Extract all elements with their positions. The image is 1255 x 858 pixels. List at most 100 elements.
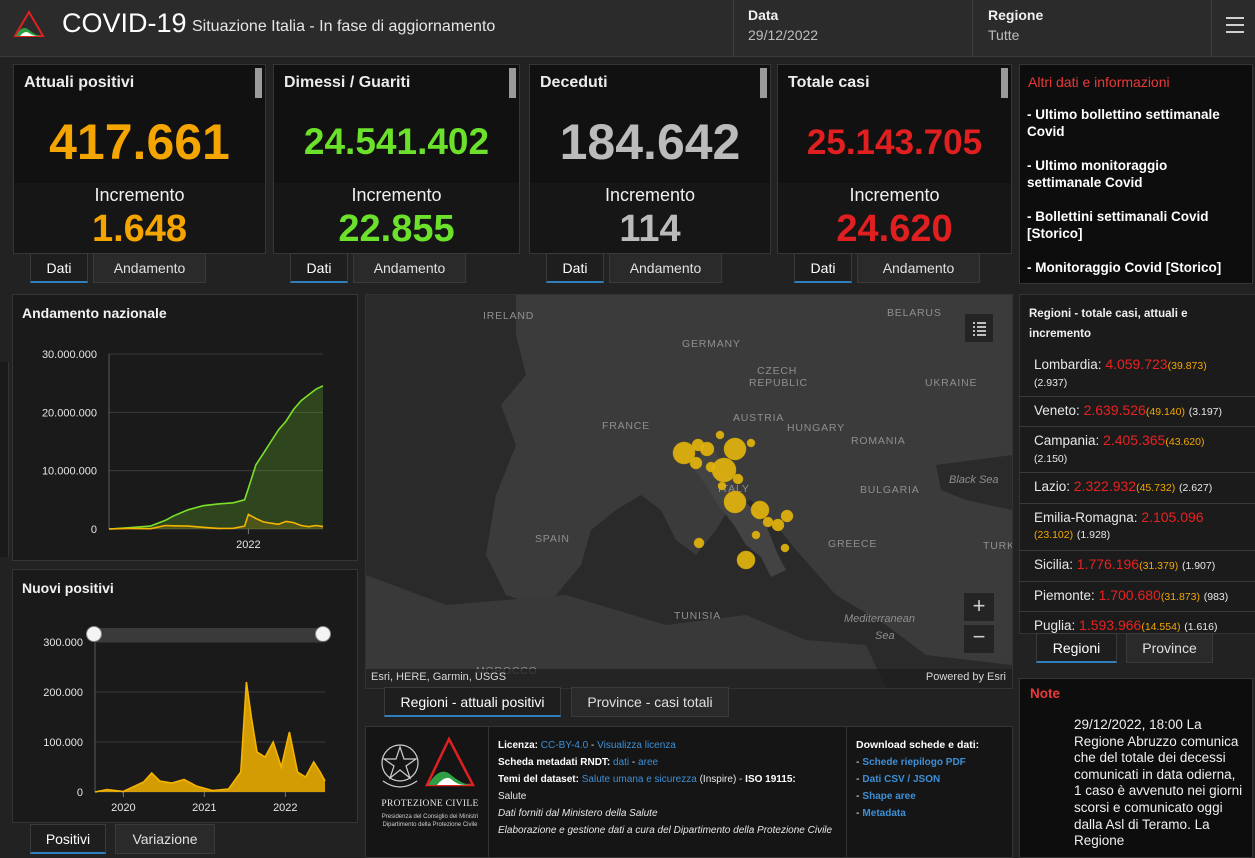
info-link-monitoraggio-storico[interactable]: - Monitoraggio Covid [Storico]: [1027, 260, 1222, 275]
map-label: TUNISIA: [674, 610, 722, 622]
map-bubble[interactable]: [736, 550, 756, 570]
tab-andamento[interactable]: Andamento: [609, 253, 722, 283]
map-bubble[interactable]: [723, 490, 747, 514]
tab-dati[interactable]: Dati: [30, 253, 88, 283]
map-bubble[interactable]: [771, 518, 785, 532]
list-item[interactable]: Lombardia: 4.059.723(39.873) (2.937): [1020, 351, 1255, 396]
tab-province[interactable]: Province: [1126, 633, 1213, 663]
list-item[interactable]: Lazio: 2.322.932(45.732) (2.627): [1020, 472, 1255, 503]
tab-province-casi-totali[interactable]: Province - casi totali: [571, 687, 729, 717]
legend-toggle-button[interactable]: [964, 313, 994, 343]
map-label: CZECH: [757, 365, 798, 377]
list-item[interactable]: Emilia-Romagna: 2.105.096 (23.102) (1.928…: [1020, 503, 1255, 550]
region-increment: (39.873): [1167, 360, 1207, 372]
tab-dati[interactable]: Dati: [794, 253, 852, 283]
download-csv-json-link[interactable]: Dati CSV / JSON: [862, 774, 941, 785]
card-attuali-positivi: Attuali positivi 417.661 Incremento 1.64…: [13, 64, 266, 254]
card-value: 184.642: [559, 114, 741, 170]
view-license-link[interactable]: Visualizza licenza: [597, 740, 676, 751]
card-increment: 24.620: [836, 208, 953, 250]
chart-title: Nuovi positivi: [22, 580, 114, 596]
scrollbar[interactable]: [760, 68, 767, 98]
map-bubble[interactable]: [699, 441, 715, 457]
license-text: Licenza: CC-BY-4.0 - Visualizza licenza …: [498, 737, 838, 839]
y-tick-label: 300.000: [43, 637, 83, 649]
map-bubble[interactable]: [705, 461, 717, 473]
map-attribution[interactable]: Esri, HERE, Garmin, USGS: [371, 671, 507, 683]
tab-regioni-attuali-positivi[interactable]: Regioni - attuali positivi: [384, 687, 561, 717]
map-bubble[interactable]: [780, 509, 794, 523]
map-bubble[interactable]: [723, 437, 747, 461]
map-bubble[interactable]: [780, 543, 790, 553]
range-slider-track[interactable]: [95, 628, 325, 642]
map-view[interactable]: IRELAND GERMANY CZECH REPUBLIC BELARUS U…: [365, 294, 1013, 689]
map-bubble[interactable]: [751, 530, 761, 540]
tab-andamento[interactable]: Andamento: [857, 253, 980, 283]
side-scrollbar[interactable]: [0, 362, 9, 557]
list-item[interactable]: Campania: 2.405.365(43.620) (2.150): [1020, 426, 1255, 472]
tab-andamento[interactable]: Andamento: [353, 253, 466, 283]
menu-icon[interactable]: [1226, 17, 1244, 33]
region-name: Puglia:: [1034, 618, 1076, 633]
license-link[interactable]: CC-BY-4.0: [540, 740, 589, 751]
series-line: [94, 681, 326, 793]
list-item[interactable]: Veneto: 2.639.526(49.140) (3.197): [1020, 396, 1255, 426]
map-bubble[interactable]: [746, 438, 756, 448]
x-tick-label: 2022: [236, 539, 260, 551]
region-increment: (31.873): [1160, 591, 1200, 603]
temi-link[interactable]: Salute umana e sicurezza: [581, 774, 697, 785]
tab-andamento[interactable]: Andamento: [93, 253, 206, 283]
info-link-bollettini-storico[interactable]: - Bollettini settimanali Covid [Storico]: [1027, 209, 1209, 241]
regions-tabs: Regioni Province: [1036, 633, 1216, 665]
logo-text: PROTEZIONE CIVILE: [381, 799, 479, 809]
chart-title: Andamento nazionale: [22, 305, 167, 321]
date-value[interactable]: 29/12/2022: [748, 27, 819, 43]
download-shape-link[interactable]: Shape aree: [862, 791, 916, 802]
list-item[interactable]: Puglia: 1.593.966(14.554) (1.616): [1020, 611, 1255, 633]
powered-by-esri[interactable]: Powered by Esri: [925, 671, 1006, 683]
download-metadata-link[interactable]: Metadata: [862, 808, 906, 819]
card-lower: [14, 183, 265, 253]
logo-subtitle-1: Presidenza del Consiglio dei Ministri: [381, 814, 479, 820]
list-item[interactable]: Sicilia: 1.776.196(31.379) (1.907): [1020, 550, 1255, 581]
range-slider-handle-start[interactable]: [86, 626, 102, 642]
region-increment: (45.732): [1136, 482, 1176, 494]
ministero-text: Dati forniti dal Ministero della Salute: [498, 808, 658, 819]
map-bubble[interactable]: [689, 456, 703, 470]
region-name: Lazio:: [1034, 479, 1071, 494]
rndt-aree-link[interactable]: aree: [638, 757, 659, 768]
download-pdf-link[interactable]: Schede riepilogo PDF: [862, 757, 966, 768]
map-bubble[interactable]: [762, 516, 774, 528]
map-bubble[interactable]: [711, 457, 737, 483]
note-panel: Note 29/12/2022, 18:00 La Regione Abruzz…: [1019, 678, 1253, 858]
map-bubble[interactable]: [717, 481, 727, 491]
nuovi-tabs: Positivi Variazione: [30, 824, 230, 856]
map-label: SPAIN: [535, 533, 570, 545]
info-link-bollettino[interactable]: - Ultimo bollettino settimanale Covid: [1027, 107, 1220, 139]
scrollbar[interactable]: [1001, 68, 1008, 98]
scrollbar[interactable]: [509, 68, 516, 98]
app-title: COVID-19: [62, 8, 187, 38]
tab-dati[interactable]: Dati: [290, 253, 348, 283]
tab-variazione[interactable]: Variazione: [115, 824, 215, 854]
map-label: Black Sea: [949, 474, 999, 486]
map-bubble[interactable]: [732, 473, 744, 485]
zoom-in-icon[interactable]: +: [963, 592, 995, 622]
region-value[interactable]: Tutte: [988, 27, 1020, 43]
map-bubble[interactable]: [715, 430, 725, 440]
map-bubble[interactable]: [672, 441, 696, 465]
rndt-dati-link[interactable]: dati: [613, 757, 630, 768]
tab-positivi[interactable]: Positivi: [30, 824, 106, 854]
nuovi-positivi-chart: 0 100.000 200.000 300.000 2020 2021 2022: [43, 637, 326, 814]
zoom-out-icon[interactable]: −: [963, 624, 995, 654]
map-bubble[interactable]: [693, 537, 705, 549]
info-link-monitoraggio[interactable]: - Ultimo monitoraggio settimanale Covid: [1027, 158, 1168, 190]
scrollbar[interactable]: [255, 68, 262, 98]
list-item[interactable]: Piemonte: 1.700.680(31.873) (983): [1020, 581, 1255, 611]
regions-title: Regioni - totale casi, attuali e increme…: [1029, 308, 1188, 340]
attribution-bar: [366, 669, 1012, 688]
tab-regioni[interactable]: Regioni: [1036, 633, 1117, 663]
tab-dati[interactable]: Dati: [546, 253, 604, 283]
map-bubble[interactable]: [750, 500, 770, 520]
card-lower: [274, 183, 519, 253]
